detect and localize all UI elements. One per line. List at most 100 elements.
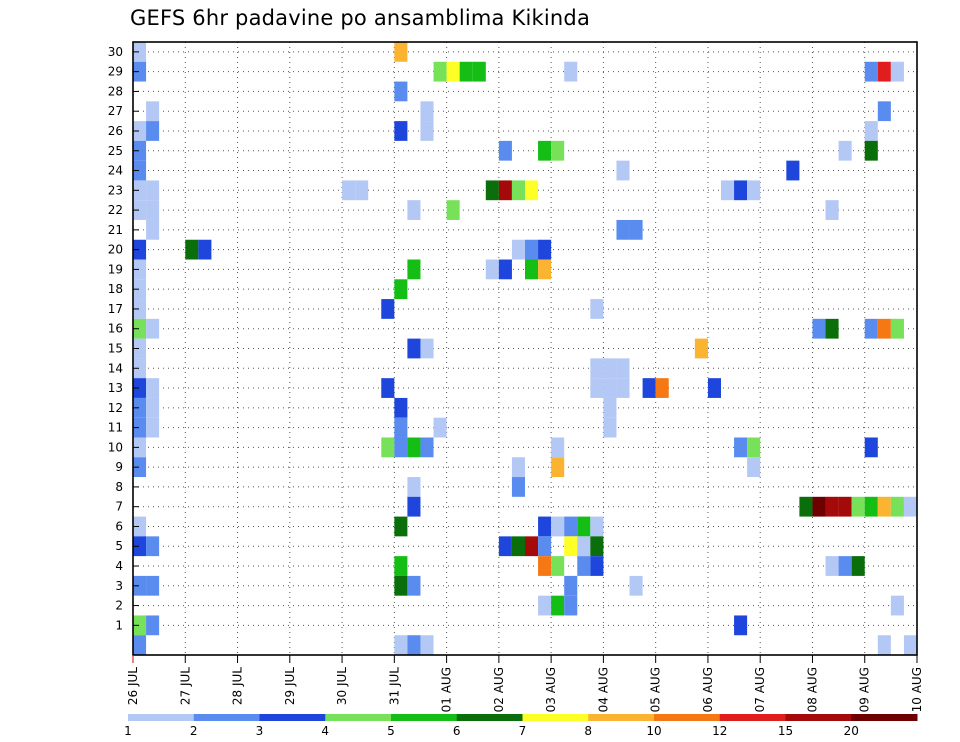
heatmap-cell: [577, 516, 591, 537]
heatmap-cell: [459, 61, 473, 82]
heatmap-cell: [734, 615, 748, 636]
legend-label: 5: [387, 724, 395, 738]
heatmap-cell: [407, 200, 421, 220]
heatmap-cell: [551, 556, 565, 576]
heatmap-cell: [146, 615, 160, 636]
heatmap-cell: [420, 338, 434, 359]
x-tick-label: 26 JUL: [126, 667, 140, 705]
heatmap-cell: [538, 556, 552, 576]
heatmap-cell: [394, 417, 408, 438]
heatmap-cell: [511, 180, 525, 201]
y-tick-label: 13: [108, 381, 123, 395]
heatmap-cell: [394, 42, 408, 62]
heatmap-cell: [825, 496, 839, 517]
y-tick-label: 21: [108, 223, 123, 237]
legend-swatch: [851, 714, 918, 721]
heatmap-cell: [538, 595, 552, 616]
y-tick-label: 3: [115, 579, 123, 593]
heatmap-cell: [133, 378, 147, 398]
heatmap-cell: [655, 378, 669, 398]
heatmap-cell: [133, 239, 147, 260]
legend-swatch: [522, 714, 589, 721]
heatmap-cell: [146, 219, 160, 240]
heatmap-cell: [747, 457, 761, 478]
heatmap-cell: [877, 101, 891, 122]
x-tick-label: 02 AUG: [492, 667, 506, 712]
heatmap-cell: [133, 358, 147, 379]
heatmap-cell: [564, 61, 578, 82]
heatmap-cell: [603, 358, 617, 379]
y-tick-label: 12: [108, 401, 123, 415]
legend-swatch: [325, 714, 392, 721]
heatmap-cell: [133, 42, 147, 62]
y-tick-label: 23: [108, 183, 123, 197]
heatmap-cell: [394, 121, 408, 141]
heatmap-cell: [786, 160, 800, 181]
heatmap-cell: [133, 318, 147, 339]
y-tick-label: 29: [108, 65, 123, 79]
x-tick-label: 10 AUG: [910, 667, 924, 712]
heatmap-cell: [551, 595, 565, 616]
heatmap-cell: [538, 140, 552, 161]
heatmap-cell: [616, 160, 630, 181]
heatmap-cell: [864, 437, 878, 458]
heatmap-cell: [603, 397, 617, 418]
heatmap-cell: [864, 496, 878, 517]
heatmap-cell: [903, 635, 917, 655]
y-tick-label: 14: [108, 361, 123, 375]
heatmap-cell: [394, 635, 408, 655]
y-tick-label: 24: [108, 164, 123, 178]
legend-label: 12: [712, 724, 727, 738]
heatmap-cell: [133, 457, 147, 478]
y-tick-label: 7: [115, 500, 123, 514]
heatmap-cell: [146, 378, 160, 398]
heatmap-cell: [590, 516, 604, 537]
heatmap-cell: [877, 496, 891, 517]
heatmap-cell: [407, 338, 421, 359]
heatmap-cell: [185, 239, 199, 260]
y-tick-label: 11: [108, 421, 123, 435]
heatmap-cell: [146, 200, 160, 220]
color-legend: 1 2 3 4 5 6 7 8 10 12 15 20: [124, 714, 918, 738]
heatmap-cell: [812, 318, 826, 339]
heatmap-cell: [394, 397, 408, 418]
heatmap-cell: [355, 180, 369, 201]
heatmap-cell: [616, 378, 630, 398]
heatmap-cell: [394, 516, 408, 537]
y-tick-label: 4: [115, 559, 123, 573]
heatmap-cell: [420, 437, 434, 458]
x-tick-label: 28 JUL: [231, 667, 245, 705]
y-tick-label: 16: [108, 322, 123, 336]
heatmap-cell: [472, 61, 486, 82]
heatmap-cell: [825, 556, 839, 576]
heatmap-cell: [407, 477, 421, 497]
y-tick-label: 27: [108, 104, 123, 118]
y-tick-label: 30: [108, 45, 123, 59]
heatmap-cell: [525, 259, 539, 280]
heatmap-cell: [590, 556, 604, 576]
grid-lines: [133, 42, 917, 655]
heatmap-cell: [812, 496, 826, 517]
heatmap-cell: [133, 635, 147, 655]
heatmap-cell: [551, 516, 565, 537]
x-tick-label: 06 AUG: [701, 667, 715, 712]
heatmap-cell: [747, 180, 761, 201]
heatmap-cell: [133, 615, 147, 636]
heatmap-cells: [133, 42, 917, 655]
heatmap-cell: [864, 121, 878, 141]
legend-label: 7: [519, 724, 527, 738]
legend-label: 20: [844, 724, 859, 738]
heatmap-cell: [407, 437, 421, 458]
heatmap-cell: [498, 180, 512, 201]
heatmap-cell: [564, 536, 578, 557]
legend-swatch: [456, 714, 523, 721]
x-tick-label: 27 JUL: [178, 667, 192, 705]
heatmap-cell: [446, 61, 460, 82]
legend-label: 15: [778, 724, 793, 738]
heatmap-cell: [851, 556, 865, 576]
heatmap-cell: [551, 140, 565, 161]
heatmap-cell: [564, 595, 578, 616]
legend-swatch: [588, 714, 655, 721]
heatmap-cell: [590, 299, 604, 319]
heatmap-cell: [146, 417, 160, 438]
